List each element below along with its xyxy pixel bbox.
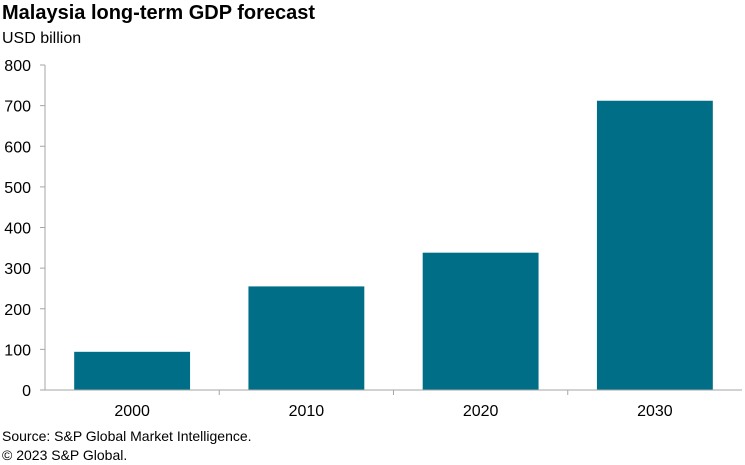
bar-2020: [422, 252, 539, 390]
x-axis-ticks: 2000 2010 2020 2030: [114, 390, 673, 420]
copyright-note: © 2023 S&P Global.: [2, 447, 128, 463]
source-note: Source: S&P Global Market Intelligence.: [2, 428, 252, 444]
y-tick-label: 300: [4, 261, 31, 278]
y-axis-ticks: 0 100 200 300 400 500 600 700 800: [4, 58, 45, 400]
y-tick-label: 500: [4, 180, 31, 197]
bar-2030: [596, 100, 713, 390]
chart-title: Malaysia long-term GDP forecast: [2, 2, 316, 24]
bar-2000: [74, 351, 191, 390]
bars-group: [74, 100, 713, 390]
x-tick-label: 2020: [463, 403, 499, 420]
x-tick-label: 2010: [289, 403, 325, 420]
x-tick-label: 2030: [637, 403, 673, 420]
y-tick-label: 0: [22, 383, 31, 400]
y-tick-label: 600: [4, 139, 31, 156]
y-tick-label: 200: [4, 302, 31, 319]
y-tick-label: 700: [4, 99, 31, 116]
y-tick-label: 100: [4, 342, 31, 359]
y-tick-label: 800: [4, 58, 31, 75]
x-tick-label: 2000: [114, 403, 150, 420]
y-tick-label: 400: [4, 221, 31, 238]
chart-subtitle: USD billion: [2, 30, 82, 47]
bar-2010: [248, 286, 365, 390]
